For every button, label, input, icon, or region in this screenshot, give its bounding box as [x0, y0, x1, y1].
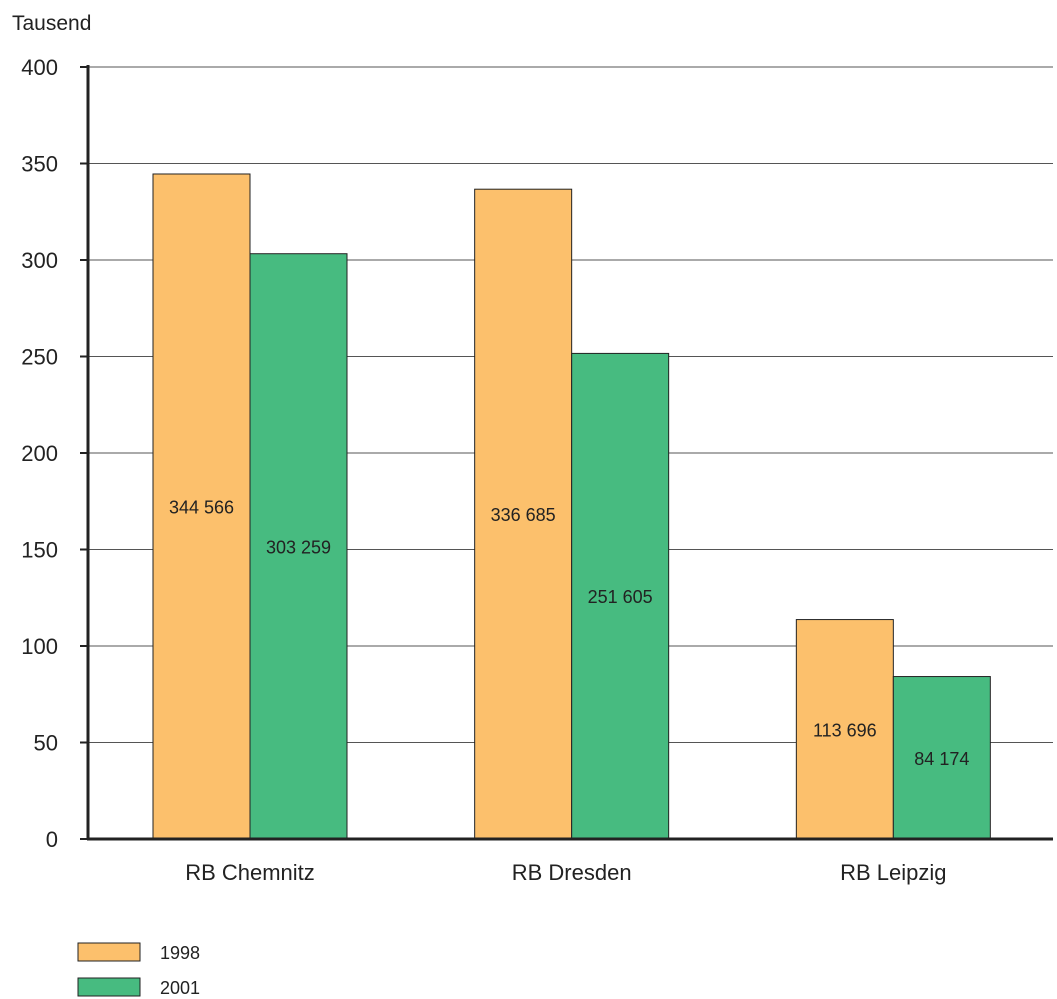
bar-1998-rb-chemnitz: [152, 173, 251, 840]
y-tick-label: 0: [46, 827, 58, 852]
axes: [86, 65, 1053, 841]
bar-2001-rb-chemnitz: [249, 253, 348, 840]
legend-label-1998: 1998: [160, 943, 200, 963]
y-tick-label: 400: [21, 55, 58, 80]
y-tick-label: 200: [21, 441, 58, 466]
x-axis-tick-labels: RB Chemnitz RB Dresden RB Leipzig: [185, 860, 946, 885]
y-axis-ticks: 0 50 100 150 200 250 300 350 400: [21, 55, 88, 852]
bar-value-label: 113 696: [813, 720, 877, 740]
y-tick-label: 250: [21, 345, 58, 370]
x-tick-label: RB Dresden: [512, 860, 632, 885]
y-tick-label: 350: [21, 152, 58, 177]
y-tick-label: 300: [21, 248, 58, 273]
bar-value-label: 251 605: [588, 587, 653, 607]
bar-value-label: 344 566: [169, 497, 234, 517]
bar-value-labels: 344 566 303 259 336 685 251 605 113 696 84 17…: [169, 497, 969, 768]
x-tick-label: RB Chemnitz: [185, 860, 315, 885]
y-tick-label: 150: [21, 538, 58, 563]
bar-value-label: 84 174: [914, 749, 969, 769]
bars: [152, 173, 991, 840]
legend-swatch-2001: [77, 977, 141, 997]
bar-1998-rb-dresden: [474, 188, 573, 840]
legend-swatch-1998: [77, 942, 141, 962]
legend: 1998 2001: [77, 942, 200, 998]
legend-label-2001: 2001: [160, 978, 200, 998]
y-tick-label: 50: [34, 731, 58, 756]
y-axis-label: Tausend: [12, 12, 91, 35]
y-tick-label: 100: [21, 634, 58, 659]
bar-value-label: 303 259: [266, 537, 331, 557]
bar-value-label: 336 685: [491, 505, 556, 525]
bar-2001-rb-leipzig: [892, 676, 991, 840]
x-tick-label: RB Leipzig: [840, 860, 946, 885]
bar-2001-rb-dresden: [571, 352, 670, 840]
